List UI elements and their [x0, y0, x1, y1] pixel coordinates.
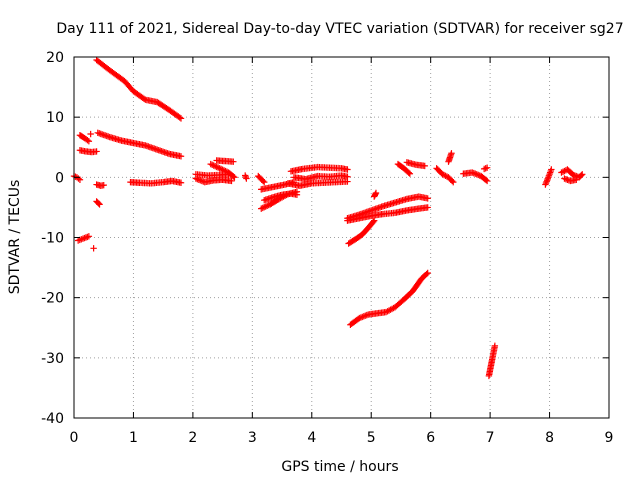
x-tick-label: 6	[426, 430, 435, 446]
data-point-series	[542, 166, 555, 188]
data-point-series	[485, 342, 499, 380]
data-point-series	[76, 132, 93, 145]
x-tick-label: 0	[70, 430, 79, 446]
data-point-series	[127, 177, 185, 187]
data-point-series	[344, 193, 431, 222]
y-axis-label: SDTVAR / TECUs	[7, 180, 23, 295]
data-point-series	[213, 157, 237, 165]
y-tick-label: 0	[55, 170, 64, 186]
data-point-series	[93, 181, 107, 189]
axis-ticks: 0 1 2 3 4 5 6 7 8 9 20 10 0 -10 -20 -30 -40	[41, 50, 613, 446]
data-point-series	[460, 169, 491, 185]
data-point-series	[370, 189, 380, 200]
data-point-series	[207, 160, 238, 181]
y-tick-label: 10	[46, 110, 64, 126]
data-point-series	[345, 217, 378, 247]
data-point-series	[445, 150, 455, 165]
data-point-series	[76, 147, 100, 156]
data-point-series	[93, 198, 103, 208]
x-tick-label: 5	[367, 430, 376, 446]
y-tick-label: -30	[41, 351, 64, 367]
data-point-series	[93, 56, 185, 122]
data-point-series	[94, 129, 185, 160]
data-point-series	[433, 165, 457, 186]
data-point-series	[242, 172, 250, 182]
data-point-series	[255, 172, 268, 186]
x-tick-label: 2	[188, 430, 197, 446]
data-point-series	[561, 175, 580, 185]
x-axis-label: GPS time / hours	[281, 459, 398, 475]
data-point-series	[261, 190, 301, 204]
y-tick-label: -10	[41, 231, 64, 247]
x-tick-label: 1	[129, 430, 138, 446]
data-point-series	[70, 172, 84, 183]
data-point-series	[394, 160, 414, 177]
data-point-series	[344, 204, 431, 224]
data-point-series	[90, 245, 97, 252]
chart-title: Day 111 of 2021, Sidereal Day-to-day VTE…	[56, 21, 623, 37]
data-point-series	[192, 175, 235, 186]
data-point-series	[558, 166, 586, 181]
data-points	[70, 56, 586, 380]
data-point-series	[284, 178, 351, 189]
data-point-series	[403, 159, 428, 170]
x-tick-label: 4	[307, 430, 316, 446]
x-tick-label: 9	[605, 430, 614, 446]
data-point-series	[347, 269, 431, 328]
y-tick-label: 20	[46, 50, 64, 66]
y-tick-label: -40	[41, 411, 64, 427]
data-point-series	[287, 163, 351, 175]
grid	[74, 57, 609, 418]
x-tick-label: 3	[248, 430, 257, 446]
data-point-series	[74, 233, 93, 244]
y-tick-label: -20	[41, 291, 64, 307]
data-point-series	[290, 172, 351, 183]
data-point-series	[480, 164, 491, 173]
data-point-series	[87, 130, 94, 138]
x-tick-label: 8	[545, 430, 554, 446]
x-tick-label: 7	[486, 430, 495, 446]
data-point-series	[192, 171, 232, 179]
